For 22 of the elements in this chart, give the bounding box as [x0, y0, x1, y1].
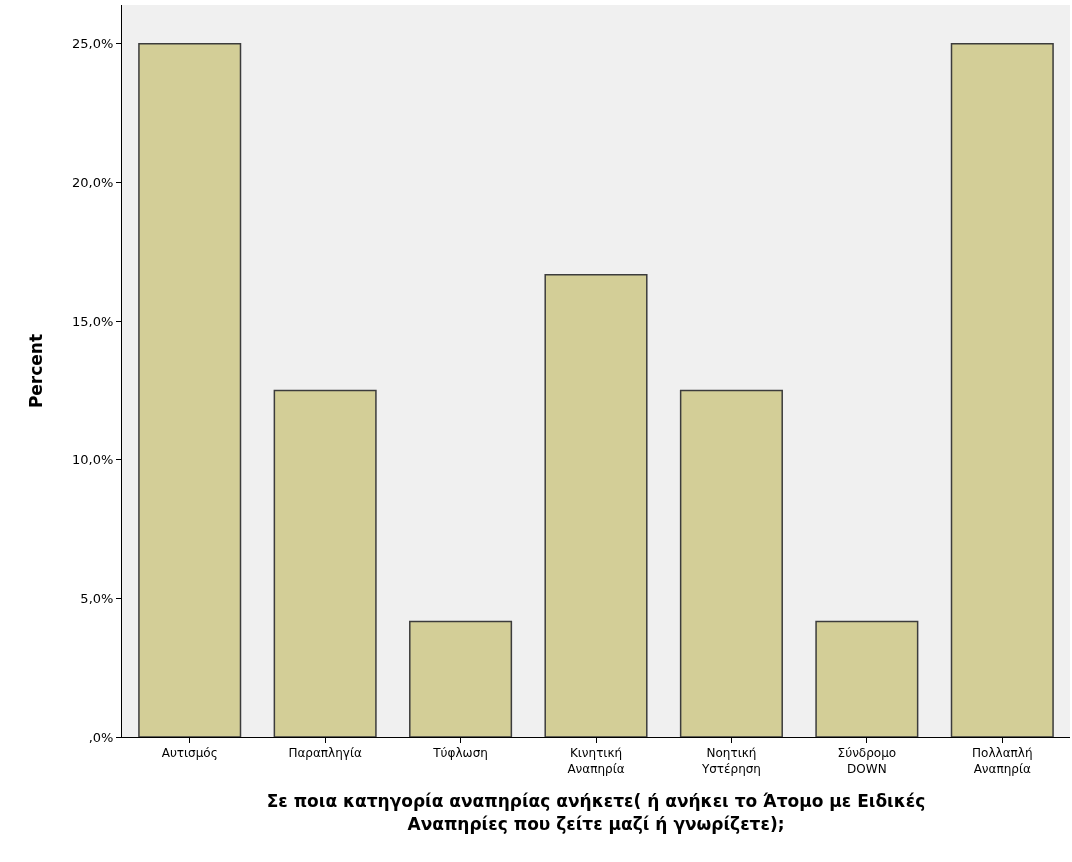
x-tick-label: Κινητική Αναπηρία [567, 746, 625, 776]
bar [544, 274, 648, 737]
x-axis-title: Σε ποια κατηγορία αναπηρίας ανήκετε( ή ανήκει το Άτομο με Ειδικές Αναπηρίες που ζείτε μαζί ή γνωρίζετε); [266, 791, 926, 834]
y-tick-label: 25,0% [72, 36, 114, 52]
bar [409, 620, 513, 737]
x-tick-label: Παραπληγία [288, 746, 362, 761]
x-tick-label: Τύφλωση [432, 746, 488, 761]
y-tick-label: 20,0% [72, 175, 114, 190]
x-tick-label: Νοητική Υστέρηση [700, 746, 761, 776]
x-tick-label: Πολλαπλή Αναπηρία [972, 746, 1033, 776]
bar [950, 43, 1054, 737]
bar [815, 620, 919, 737]
y-axis-title: Percent [25, 333, 46, 409]
y-tick-label: 10,0% [72, 452, 114, 468]
x-tick-label: Σύνδρομο DOWN [837, 746, 897, 776]
y-tick-label: 5,0% [80, 590, 114, 606]
y-tick-label: ,0% [88, 729, 114, 745]
bar [273, 389, 377, 737]
x-tick-label: Αυτισμός [161, 746, 218, 761]
y-tick-label: 15,0% [72, 313, 114, 329]
bar [138, 43, 242, 737]
bar [679, 389, 783, 737]
